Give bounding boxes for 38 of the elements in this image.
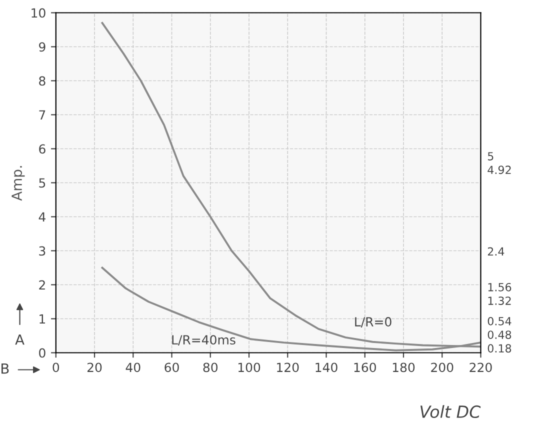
y-tick-label: 8 (39, 76, 46, 86)
text: 5 (488, 152, 494, 160)
y-tick-label: 1 (40, 314, 46, 324)
x-tick-label: 180 (392, 362, 415, 372)
x-tick-label: 160 (354, 362, 376, 372)
text: 0.48 (488, 330, 512, 339)
y-tick-label: 2 (39, 280, 45, 290)
text: A (15, 334, 24, 345)
y-tick-label: 4 (38, 212, 46, 222)
x-tick-label: 200 (431, 362, 454, 372)
y-tick-label: 6 (39, 144, 46, 154)
x-axis-title: Volt DC (420, 405, 481, 418)
x-tick-label: 0 (52, 362, 60, 372)
y-tick-label: 7 (39, 110, 46, 120)
x-tick-label: 220 (470, 362, 492, 372)
series-label: L/R=0 (355, 317, 392, 328)
series-label: L/R=40ms (172, 335, 236, 346)
text: 1.56 (488, 282, 512, 292)
text: 2.4 (488, 247, 504, 256)
x-tick-label: 100 (238, 362, 260, 372)
x-tick-label: 120 (277, 362, 299, 372)
y-axis-title: Amp. (12, 166, 25, 201)
x-tick-label: 140 (316, 362, 338, 372)
y-tick-label: 5 (39, 178, 46, 188)
x-tick-label: 20 (87, 362, 102, 372)
text: 1.32 (488, 296, 511, 305)
x-tick-label: 80 (203, 362, 218, 372)
x-tick-label: 40 (126, 362, 140, 372)
text: 4.92 (488, 166, 511, 174)
x-tick-label: 60 (164, 362, 179, 372)
y-tick-label: 0 (39, 348, 46, 358)
text: 0.18 (488, 344, 512, 353)
text: 0.54 (488, 316, 512, 326)
y-tick-label: 9 (39, 42, 46, 52)
text: B (2, 363, 9, 374)
line-series (101, 22, 481, 348)
y-tick-label: 3 (39, 246, 46, 256)
y-tick-label: 10 (32, 8, 46, 18)
